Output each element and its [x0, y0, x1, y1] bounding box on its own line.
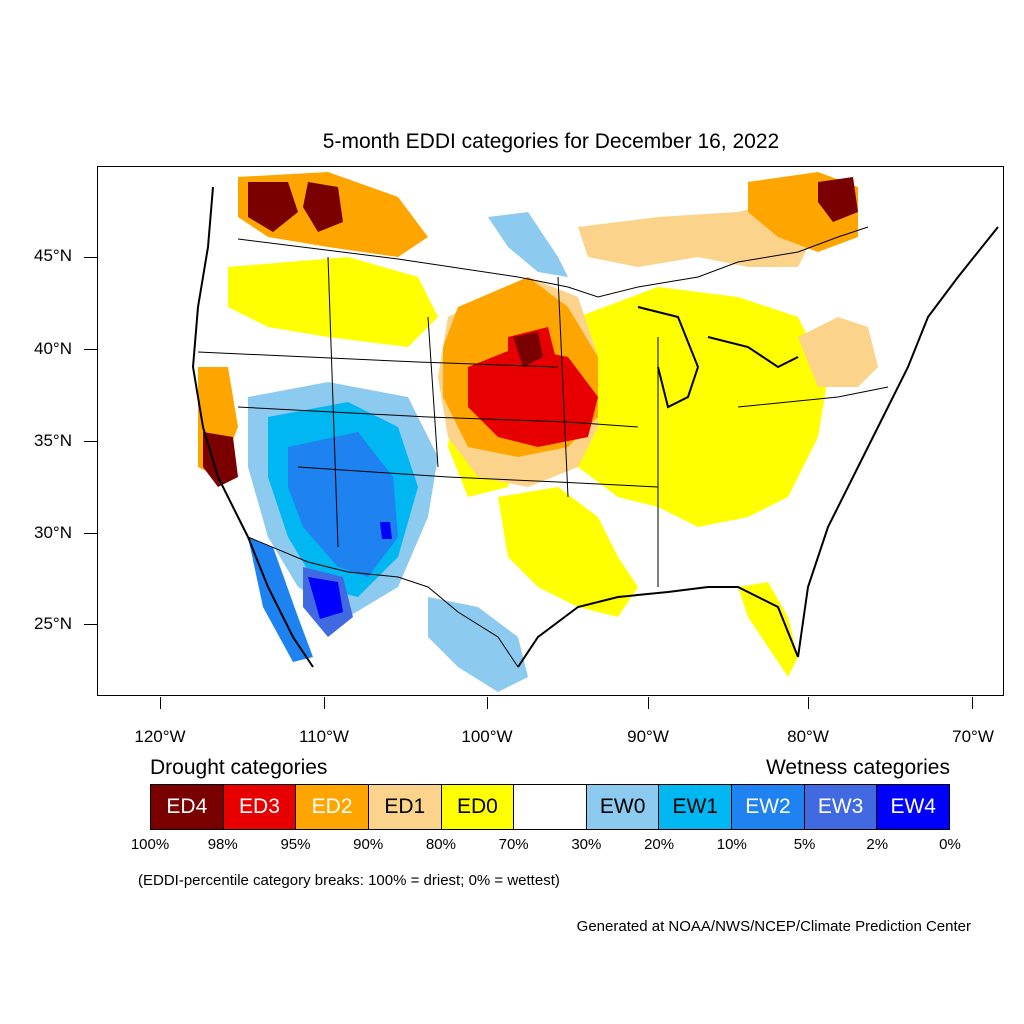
region-ed4-california — [203, 432, 238, 487]
lat-label-40: 40°N — [34, 339, 72, 358]
lon-label-100: 100°W — [461, 727, 513, 746]
region-ew0-texas — [428, 597, 528, 692]
region-ed4-idaho — [303, 182, 343, 232]
percentile-label: 30% — [571, 836, 602, 853]
region-ew2-baja — [248, 537, 313, 662]
percentile-label: 70% — [498, 836, 529, 853]
lon-label-80: 80°W — [787, 727, 829, 746]
drought-heading: Drought categories — [150, 756, 328, 779]
region-ed4-dakota — [513, 332, 543, 367]
legend-box-ed3: ED3 — [223, 785, 297, 829]
eddi-map — [97, 166, 1004, 696]
credit-text: Generated at NOAA/NWS/NCEP/Climate Predi… — [576, 918, 971, 935]
coastline — [191, 186, 999, 668]
lat-label-45: 45°N — [34, 246, 72, 265]
map-canvas — [191, 172, 999, 692]
map-title: 5-month EDDI categories for December 16,… — [322, 130, 780, 153]
state-line-8 — [737, 386, 889, 408]
legend-box-ed1: ED1 — [368, 785, 442, 829]
legend-box-ew2: EW2 — [732, 785, 805, 829]
lat-label-35: 35°N — [34, 431, 72, 450]
region-ed0-northwest — [228, 257, 438, 347]
wetness-heading: Wetness categories — [765, 756, 950, 779]
percentile-label: 98% — [207, 836, 238, 853]
legend-box-neutral — [514, 785, 587, 829]
lat-tick — [84, 533, 97, 535]
percentile-label: 20% — [644, 836, 675, 853]
state-line-4 — [427, 316, 439, 468]
lon-label-120: 120°W — [134, 727, 186, 746]
lon-tick — [648, 697, 650, 709]
region-ew4-newmexico — [380, 522, 392, 539]
legend-box-ew1: EW1 — [659, 785, 733, 829]
region-ed0-florida — [738, 582, 798, 677]
state-line-5 — [557, 276, 569, 498]
percentile-label: 10% — [716, 836, 747, 853]
percentile-label: 90% — [353, 836, 384, 853]
lon-label-70: 70°W — [952, 727, 994, 746]
legend-box-ew3: EW3 — [804, 785, 878, 829]
percentile-label: 80% — [425, 836, 456, 853]
region-ed4-northwest — [248, 182, 298, 232]
category-note: (EDDI-percentile category breaks: 100% =… — [138, 872, 560, 889]
lat-label-30: 30°N — [34, 523, 72, 542]
lat-tick — [84, 257, 97, 259]
region-ew0-minnesota — [488, 212, 568, 277]
category-regions — [198, 172, 878, 692]
region-ed0-east — [558, 287, 828, 527]
coast-pacific — [191, 186, 249, 538]
legend-box-ed0: ED0 — [441, 785, 515, 829]
region-ed4-quebec — [818, 177, 858, 222]
lon-tick — [808, 697, 810, 709]
percentile-label: 2% — [866, 836, 889, 853]
region-ed1-northeast — [798, 317, 878, 387]
legend-box-ew0: EW0 — [586, 785, 660, 829]
lat-tick — [84, 349, 97, 351]
percentile-label: 0% — [939, 836, 961, 853]
lon-tick — [487, 697, 489, 709]
percentile-label: 100% — [130, 836, 170, 853]
coast-atlantic — [797, 226, 999, 658]
lon-tick — [324, 697, 326, 709]
legend-box-ew4: EW4 — [877, 785, 950, 829]
region-ew4-sonora — [308, 577, 343, 619]
us-mexico-border — [247, 536, 519, 668]
lat-tick — [84, 624, 97, 626]
state-line-1 — [197, 351, 559, 368]
boundaries — [197, 226, 889, 668]
lon-label-90: 90°W — [627, 727, 669, 746]
lat-label-25: 25°N — [34, 614, 72, 633]
region-ed0-south — [498, 487, 638, 617]
percentile-label: 95% — [280, 836, 311, 853]
legend-box-ed2: ED2 — [296, 785, 369, 829]
state-line-3 — [297, 466, 659, 488]
us-canada-border — [237, 226, 869, 298]
legend-box-ed4: ED4 — [151, 785, 224, 829]
legend-color-bar: ED4 ED3 ED2 ED1 ED0 EW0 EW1 EW2 EW3 EW4 — [150, 784, 950, 830]
lat-tick — [84, 441, 97, 443]
great-lakes — [637, 306, 799, 409]
coast-gulf — [517, 586, 799, 668]
lon-tick — [160, 697, 162, 709]
state-line-7 — [327, 256, 339, 548]
lon-label-110: 110°W — [299, 727, 349, 746]
coast-baja — [247, 536, 314, 668]
lon-tick — [972, 697, 974, 709]
percentile-label: 5% — [793, 836, 816, 853]
